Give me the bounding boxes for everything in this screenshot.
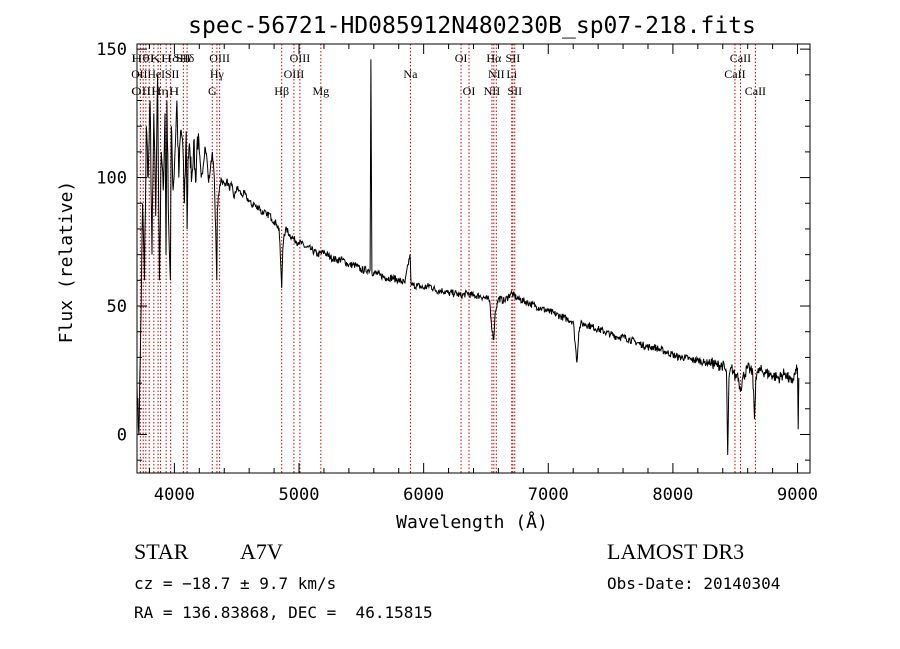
line-label-strip-2: OIIHηH [131,84,179,98]
x-tick-label-9000: 9000 [777,485,818,505]
tick-labels: 4000 5000 6000 7000 8000 9000 0 50 100 150 [96,40,818,505]
line-label-15: OIII [284,67,305,81]
y-axis-label: Flux (relative) [56,181,77,344]
line-label-22: Hα [486,51,502,65]
line-label-19: OI [455,51,468,65]
x-tick-label-8000: 8000 [652,485,693,505]
line-label-13: OIII [209,51,230,65]
y-tick-label-0: 0 [117,425,127,445]
line-label-20: OI [463,84,476,98]
line-label-17: Mg [312,84,329,98]
object-class: STAR [134,539,189,564]
line-label-12: Hγ [210,67,225,81]
line-label-28: CaII [730,51,751,65]
survey-name: LAMOST DR3 [607,539,745,564]
x-tick-label-7000: 7000 [528,485,569,505]
redshift-cz: cz = −18.7 ± 9.7 km/s [134,574,337,593]
x-tick-label-6000: 6000 [403,485,444,505]
plot-frame [136,43,811,474]
coordinates: RA = 136.83868, DEC = 46.15815 [134,603,433,622]
y-tick-label-50: 50 [107,297,127,317]
x-tick-label-4000: 4000 [154,485,195,505]
plot-axes [136,43,811,474]
x-tick-label-5000: 5000 [279,485,320,505]
emission-line-markers [139,44,756,473]
spectrum-line [136,59,800,456]
line-label-21: NII [484,84,501,98]
line-label-18: Na [403,67,418,81]
line-label-23: NII [488,67,505,81]
line-label-10: Hδ [180,51,195,65]
y-tick-label-150: 150 [96,40,127,60]
x-axis-label: Wavelength (Å) [396,511,548,533]
observation-date: Obs-Date: 20140304 [607,574,781,593]
y-tick-label-100: 100 [96,169,127,189]
line-label-29: CaII [745,84,766,98]
chart-title: spec-56721-HD085912N480230B_sp07-218.fit… [188,13,756,39]
spectral-type: A7V [240,539,283,564]
line-label-strip-0: HθKHδ [131,51,179,65]
line-label-27: CaII [724,67,745,81]
line-label-25: SII [506,51,521,65]
line-label-26: SII [507,84,522,98]
line-label-9: SII [176,51,191,65]
line-label-16: OIII [290,51,311,65]
line-label-14: Hβ [274,84,289,98]
line-label-strip-1: OIIHeISII [131,67,179,81]
line-label-24: Li [506,67,517,81]
line-label-11: G [208,84,217,98]
